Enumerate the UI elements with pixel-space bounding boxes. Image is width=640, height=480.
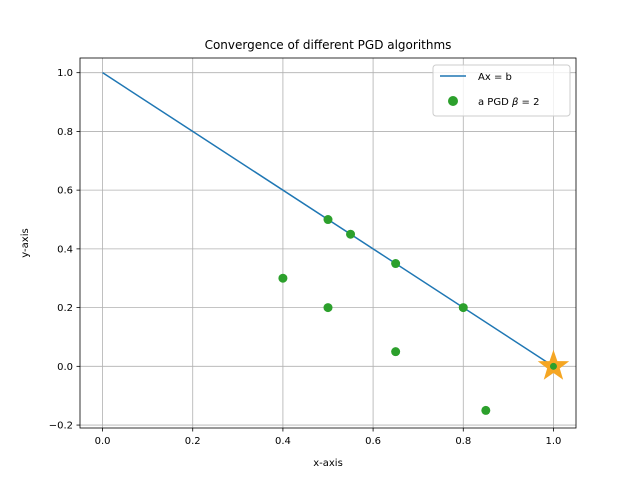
scatter-point bbox=[346, 229, 356, 239]
scatter-point bbox=[458, 303, 468, 313]
scatter-point bbox=[323, 303, 333, 313]
scatter-point bbox=[391, 259, 401, 269]
legend-line-label: Ax = b bbox=[478, 72, 512, 83]
x-tick-label: 0.8 bbox=[455, 436, 471, 447]
scatter-point bbox=[323, 215, 333, 225]
ticks: 0.0 0.2 0.4 0.6 0.8 1.0 −0.2 0.0 0.2 0.4 0.6 0.8 1.0 bbox=[49, 68, 562, 447]
legend-scatter-label-suffix: = 2 bbox=[518, 97, 539, 108]
star-center-point bbox=[549, 362, 557, 370]
y-tick-label: 0.4 bbox=[57, 244, 73, 255]
x-tick-label: 0.0 bbox=[95, 436, 111, 447]
x-tick-label: 0.6 bbox=[365, 436, 381, 447]
y-tick-label: 0.2 bbox=[57, 303, 73, 314]
scatter-point bbox=[278, 273, 288, 283]
legend-scatter-swatch bbox=[448, 96, 458, 106]
y-tick-label: 0.6 bbox=[57, 186, 73, 197]
scatter-point bbox=[481, 405, 491, 415]
plot-series bbox=[102, 72, 570, 415]
y-tick-label: 0.8 bbox=[57, 127, 73, 138]
y-tick-label: −0.2 bbox=[49, 421, 73, 432]
x-tick-label: 0.2 bbox=[185, 436, 201, 447]
x-axis-label: x-axis bbox=[313, 458, 343, 469]
y-tick-label: 1.0 bbox=[57, 68, 73, 79]
y-tick-label: 0.0 bbox=[57, 362, 73, 373]
grid bbox=[80, 58, 576, 428]
legend-scatter-label-symbol: β bbox=[511, 97, 519, 108]
legend-box bbox=[432, 64, 571, 117]
chart-title: Convergence of different PGD algorithms bbox=[205, 38, 452, 52]
y-axis-label: y-axis bbox=[20, 228, 31, 257]
x-tick-label: 0.4 bbox=[275, 436, 291, 447]
x-tick-label: 1.0 bbox=[546, 436, 562, 447]
legend-scatter-label: a PGD β = 2 bbox=[478, 97, 539, 108]
legend-scatter-label-prefix: a PGD bbox=[478, 97, 512, 108]
scatter-point bbox=[391, 347, 401, 357]
plot-frame bbox=[79, 57, 577, 429]
legend: Ax = b a PGD β = 2 bbox=[432, 64, 571, 117]
